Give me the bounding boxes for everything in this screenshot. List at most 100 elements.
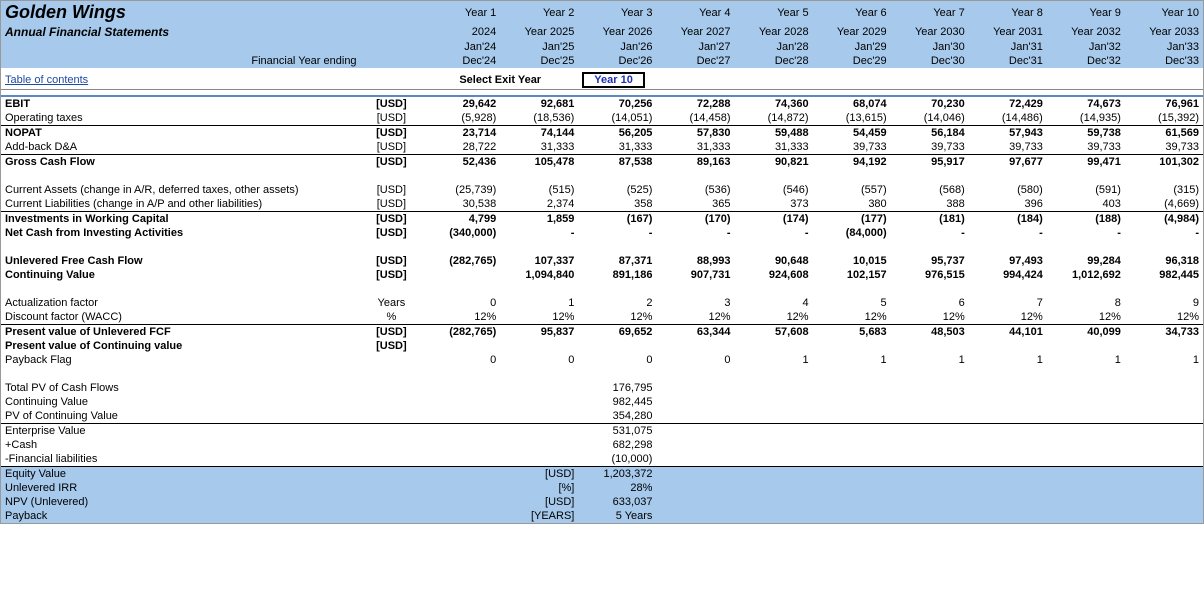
- cell: 70,256: [578, 97, 656, 111]
- row-gcf: Gross Cash Flow[USD]52,436105,47887,5388…: [1, 154, 1203, 169]
- exit-year-selector[interactable]: Year 10: [582, 72, 645, 88]
- cell: 57,608: [735, 324, 813, 339]
- cell: (4,984): [1125, 211, 1203, 226]
- cell: 10,015: [813, 254, 891, 268]
- cell: 72,288: [656, 97, 734, 111]
- cell: 90,648: [735, 254, 813, 268]
- cell: 1: [1047, 353, 1125, 367]
- cell: (177): [813, 211, 891, 226]
- hdr-cell: Year 7: [891, 1, 969, 24]
- cell: 2,374: [500, 197, 578, 212]
- row-da: Add-back D&A[USD]28,72231,33331,33331,33…: [1, 140, 1203, 155]
- summary-value: 354,280: [578, 409, 656, 424]
- hdr-cell: Year 2: [500, 1, 578, 24]
- cell: 1: [1125, 353, 1203, 367]
- cell: 99,284: [1047, 254, 1125, 268]
- cell: (14,935): [1047, 111, 1125, 126]
- hdr-cell: Dec'27: [656, 54, 734, 68]
- row-pvufcf: Present value of Unlevered FCF[USD](282,…: [1, 324, 1203, 339]
- cell: [813, 339, 891, 353]
- cell: 1: [735, 353, 813, 367]
- cell: (167): [578, 211, 656, 226]
- hdr-cell: Dec'28: [735, 54, 813, 68]
- cell: 40,099: [1047, 324, 1125, 339]
- fye-label: Financial Year ending: [1, 54, 361, 68]
- row-unit: [USD]: [361, 111, 423, 126]
- row-label: Unlevered Free Cash Flow: [1, 254, 361, 268]
- row-unit: [USD]: [361, 154, 423, 169]
- hdr-cell: Year 1: [422, 1, 500, 24]
- cell: 31,333: [735, 140, 813, 155]
- cell: (282,765): [422, 254, 500, 268]
- summary-row-6: Equity Value[USD]1,203,372: [1, 466, 1203, 481]
- summary-unit: [500, 452, 578, 467]
- row-label: Continuing Value: [1, 268, 361, 282]
- cell: 12%: [500, 310, 578, 325]
- hdr-cell: Jan'29: [813, 40, 891, 54]
- cell: 95,737: [891, 254, 969, 268]
- row-unit: [USD]: [361, 226, 423, 240]
- cell: (25,739): [422, 183, 500, 197]
- cell: (188): [1047, 211, 1125, 226]
- cell: 107,337: [500, 254, 578, 268]
- cell: 52,436: [422, 154, 500, 169]
- cell: 105,478: [500, 154, 578, 169]
- row-label: Net Cash from Investing Activities: [1, 226, 361, 240]
- cell: (84,000): [813, 226, 891, 240]
- hdr-cell: Dec'24: [422, 54, 500, 68]
- hdr-cell: Jan'25: [500, 40, 578, 54]
- summary-unit: [500, 381, 578, 395]
- row-label: EBIT: [1, 97, 361, 111]
- row-optax: Operating taxes[USD](5,928)(18,536)(14,0…: [1, 111, 1203, 126]
- hdr-cell: Year 4: [656, 1, 734, 24]
- cell: 28,722: [422, 140, 500, 155]
- row-nci: Net Cash from Investing Activities[USD] (…: [1, 226, 1203, 240]
- row-unit: [361, 353, 423, 367]
- toc-link[interactable]: Table of contents: [5, 74, 88, 86]
- cell: 1,859: [500, 211, 578, 226]
- cell: (591): [1047, 183, 1125, 197]
- toc-link-cell: Table of contents: [1, 71, 361, 90]
- cell: 6: [891, 296, 969, 310]
- hdr-cell: Jan'27: [656, 40, 734, 54]
- cell: (525): [578, 183, 656, 197]
- cell: 63,344: [656, 324, 734, 339]
- cell: 403: [1047, 197, 1125, 212]
- cell: 56,184: [891, 125, 969, 140]
- cell: [891, 339, 969, 353]
- cell: 373: [735, 197, 813, 212]
- cell: 12%: [969, 310, 1047, 325]
- company-title: Golden Wings: [1, 1, 361, 24]
- summary-unit: [%]: [500, 481, 578, 495]
- row-label: Payback Flag: [1, 353, 361, 367]
- hdr-cell: Year 2032: [1047, 24, 1125, 40]
- cell: 30,538: [422, 197, 500, 212]
- row-label: Present value of Continuing value: [1, 339, 361, 353]
- hdr-cell: Year 5: [735, 1, 813, 24]
- cell: 12%: [422, 310, 500, 325]
- cell: 39,733: [969, 140, 1047, 155]
- cell: 982,445: [1125, 268, 1203, 282]
- summary-unit: [500, 438, 578, 452]
- cell: (184): [969, 211, 1047, 226]
- cell: 102,157: [813, 268, 891, 282]
- hdr-cell: Jan'33: [1125, 40, 1203, 54]
- cell: 88,993: [656, 254, 734, 268]
- cell: 31,333: [578, 140, 656, 155]
- row-label: Investments in Working Capital: [1, 211, 361, 226]
- cell: 74,360: [735, 97, 813, 111]
- cell: 396: [969, 197, 1047, 212]
- cell: 12%: [578, 310, 656, 325]
- cell: 101,302: [1125, 154, 1203, 169]
- cell: 89,163: [656, 154, 734, 169]
- hdr-cell: Dec'29: [813, 54, 891, 68]
- cell: 4,799: [422, 211, 500, 226]
- row-unit: [USD]: [361, 97, 423, 111]
- cell: 0: [500, 353, 578, 367]
- cell: 72,429: [969, 97, 1047, 111]
- hdr-cell: Year 2025: [500, 24, 578, 40]
- cell: 9: [1125, 296, 1203, 310]
- summary-unit: [500, 423, 578, 438]
- hdr-cell: Dec'33: [1125, 54, 1203, 68]
- row-pf: Payback Flag0000111111: [1, 353, 1203, 367]
